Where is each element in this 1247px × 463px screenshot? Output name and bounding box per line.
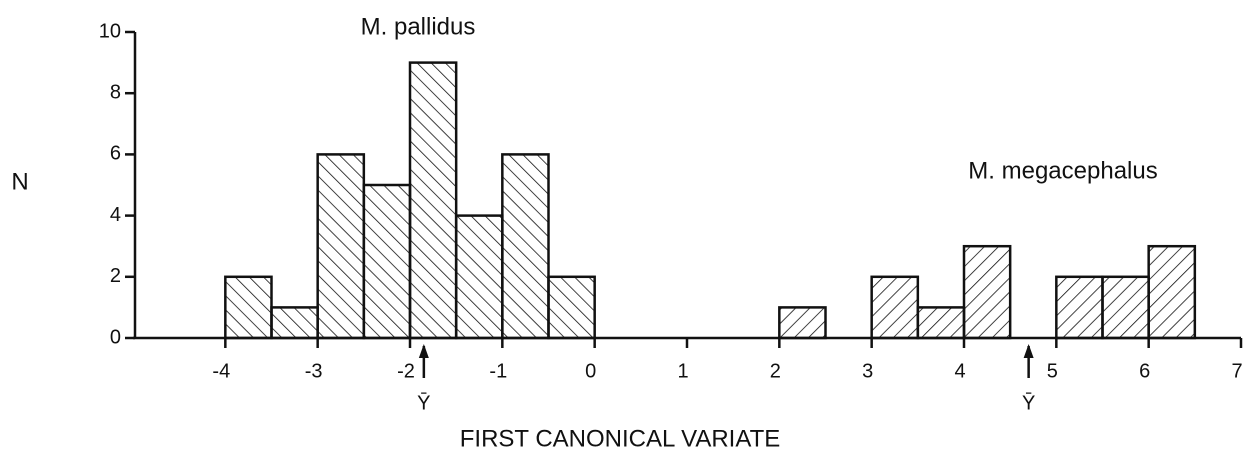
histogram-bar bbox=[316, 153, 366, 340]
histogram-bar bbox=[1147, 244, 1197, 340]
histogram-bar bbox=[362, 183, 412, 340]
histogram-bar bbox=[778, 306, 827, 340]
y-tick-label: 6 bbox=[110, 143, 121, 165]
x-tick-label: 0 bbox=[585, 360, 596, 382]
x-tick-label: -1 bbox=[489, 360, 507, 382]
x-tick-label: -3 bbox=[305, 360, 323, 382]
x-axis-label: FIRST CANONICAL VARIATE bbox=[460, 425, 781, 452]
x-tick-label: 1 bbox=[677, 360, 688, 382]
x-tick-label: 3 bbox=[862, 360, 873, 382]
x-tick-label: 4 bbox=[954, 360, 965, 382]
histogram-bar bbox=[870, 275, 920, 340]
y-axis-label: N bbox=[11, 168, 28, 195]
histogram-bar bbox=[270, 306, 319, 340]
y-tick-label: 2 bbox=[110, 265, 121, 287]
histogram-bar bbox=[408, 61, 458, 340]
histogram-bar bbox=[547, 275, 596, 340]
x-tick-label: -4 bbox=[212, 360, 230, 382]
mean-arrowhead bbox=[1023, 344, 1034, 358]
mean-label: Ȳ bbox=[1022, 391, 1035, 414]
x-tick-label: 2 bbox=[770, 360, 781, 382]
histogram-bar bbox=[962, 244, 1012, 340]
y-tick-label: 8 bbox=[110, 81, 121, 103]
histogram-bar bbox=[916, 306, 966, 340]
histogram-bar bbox=[224, 275, 273, 340]
histogram-bar bbox=[454, 214, 504, 340]
histogram-bar bbox=[1055, 275, 1104, 340]
mean-arrowhead bbox=[418, 344, 429, 358]
x-tick-label: -2 bbox=[397, 360, 415, 382]
y-tick-label: 0 bbox=[110, 326, 121, 348]
series-label: M. pallidus bbox=[361, 13, 476, 40]
mean-label: Ȳ bbox=[417, 391, 430, 414]
histogram-bar bbox=[501, 153, 550, 340]
series-label: M. megacephalus bbox=[968, 157, 1157, 184]
x-tick-label: 5 bbox=[1047, 360, 1058, 382]
histogram-bar bbox=[1101, 275, 1150, 340]
y-tick-label: 10 bbox=[99, 20, 121, 42]
x-tick-label: 6 bbox=[1139, 360, 1150, 382]
y-tick-label: 4 bbox=[110, 204, 121, 226]
x-tick-label: 7 bbox=[1231, 360, 1242, 382]
